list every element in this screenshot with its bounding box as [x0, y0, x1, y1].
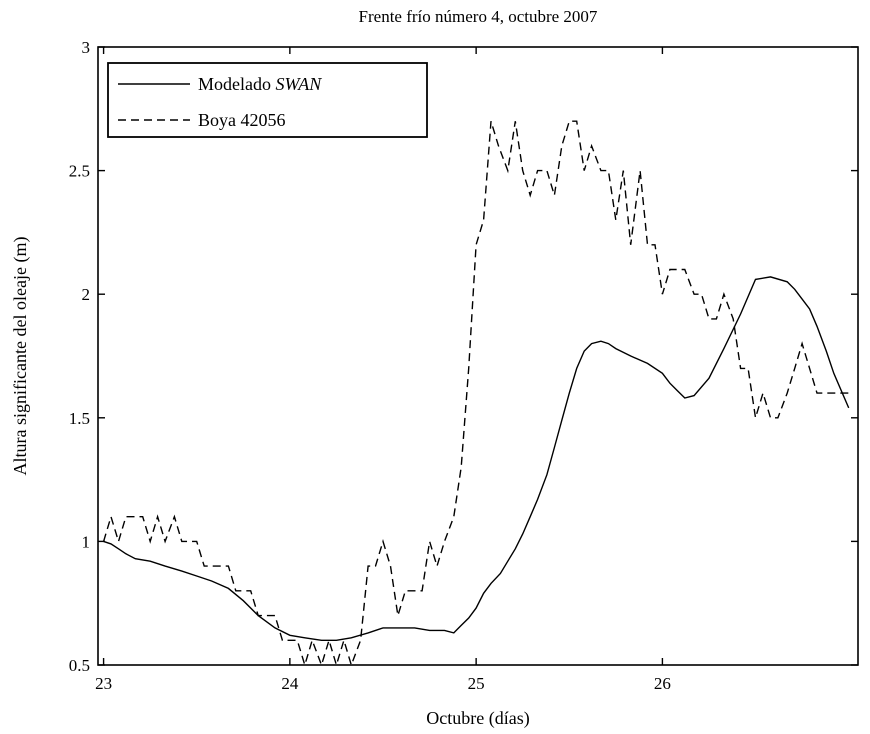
series-line-swan	[103, 276, 850, 641]
y-tick-label: 1.5	[69, 409, 90, 428]
series-line-boya	[102, 120, 849, 668]
y-tick-label: 1	[82, 532, 91, 551]
legend: Modelado SWAN Boya 42056	[107, 62, 428, 138]
axes-frame	[97, 46, 859, 666]
plot-area: 23 24 25 26 0.5 1 1.5 2 2.5 3	[69, 38, 859, 693]
y-axis-label: Altura significante del oleaje (m)	[10, 237, 31, 476]
chart-title: Frente frío número 4, octubre 2007	[359, 7, 598, 26]
x-tick-label: 25	[468, 674, 485, 693]
y-tick-label: 2	[82, 285, 91, 304]
y-tick-label: 3	[82, 38, 91, 57]
legend-label: Modelado SWAN	[198, 74, 322, 94]
x-tick-label: 26	[654, 674, 671, 693]
x-tick-label: 23	[95, 674, 112, 693]
y-tick-label: 0.5	[69, 656, 90, 675]
y-tick-label: 2.5	[69, 162, 90, 181]
legend-box	[107, 62, 428, 138]
x-axis-label: Octubre (días)	[426, 708, 529, 729]
x-tick-label: 24	[281, 674, 299, 693]
legend-label: Boya 42056	[198, 110, 286, 130]
